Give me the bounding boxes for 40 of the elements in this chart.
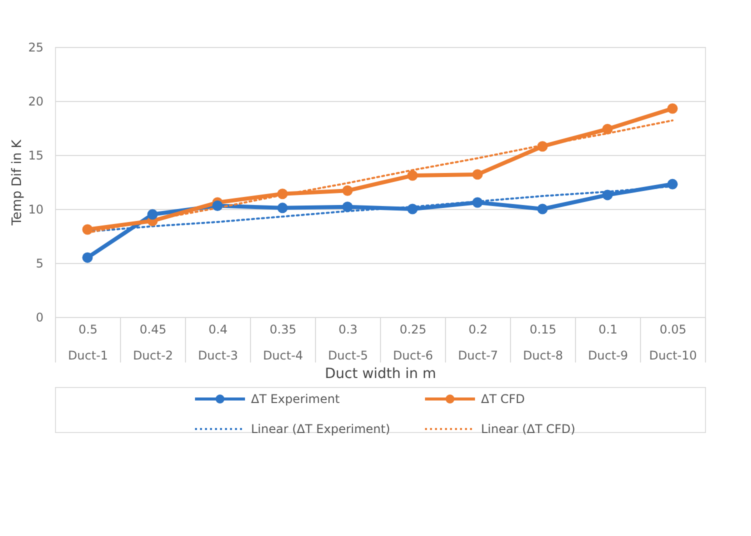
- y-tick-label: 0: [36, 310, 44, 324]
- point: [537, 204, 548, 214]
- y-tick-label: 10: [28, 202, 44, 216]
- point: [82, 252, 93, 263]
- x-tick-label: 0.1 Duct-9: [588, 322, 628, 362]
- point: [667, 103, 678, 114]
- point: [472, 197, 483, 208]
- point: [602, 124, 613, 134]
- y-axis-title: Temp Dif in K: [10, 139, 26, 226]
- point: [277, 202, 288, 214]
- x-tick-label: 0.45 Duct-2: [132, 322, 174, 362]
- point: [147, 209, 158, 220]
- y-tick-label: 5: [36, 256, 44, 270]
- point: [82, 224, 93, 235]
- x-tick-label: 0.05 Duct-10: [649, 322, 697, 362]
- x-tick-label: 0.5 Duct-1: [68, 322, 108, 362]
- x-tick-label: 0.4 Duct-3: [198, 322, 238, 362]
- point: [667, 178, 678, 190]
- point: [407, 204, 418, 214]
- legend-label: Linear (ΔT Experiment): [251, 422, 390, 436]
- legend-label: ΔT CFD: [481, 392, 525, 406]
- point: [277, 188, 288, 200]
- x-tick-label: 0.15 Duct-8: [522, 322, 564, 362]
- y-tick-label: 15: [28, 148, 44, 162]
- legend-label: Linear (ΔT CFD): [481, 422, 576, 436]
- point: [602, 190, 613, 200]
- point: [342, 185, 353, 196]
- x-tick-label: 0.35 Duct-4: [262, 322, 304, 362]
- point: [342, 202, 353, 212]
- x-tick-label: 0.25 Duct-6: [392, 322, 434, 362]
- x-tick-label: 0.3 Duct-5: [328, 322, 368, 362]
- y-tick-label: 20: [28, 94, 44, 108]
- legend-label: ΔT Experiment: [251, 392, 340, 406]
- point: [407, 170, 418, 181]
- x-axis-title: Duct width in m: [324, 366, 436, 382]
- point: [472, 169, 483, 180]
- x-tick-label: 0.2 Duct-7: [458, 322, 498, 362]
- y-tick-label: 25: [28, 40, 44, 54]
- point: [537, 141, 548, 152]
- point: [212, 200, 223, 211]
